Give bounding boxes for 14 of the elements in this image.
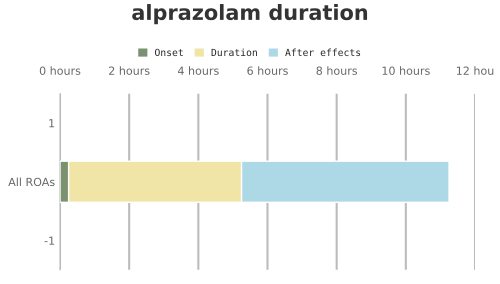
legend-label: Duration — [212, 48, 257, 56]
legend-label: Onset — [155, 48, 183, 56]
x-tick-label: 10 hours — [382, 66, 430, 75]
x-tick-label: 0 hours — [40, 66, 80, 75]
x-tick-label: 6 hours — [247, 66, 288, 75]
x-tick-label: 4 hours — [178, 66, 219, 75]
x-tick-label: 8 hours — [316, 66, 358, 75]
x-tick-label: 2 hours — [109, 66, 150, 75]
chart-title: alprazolam duration — [132, 4, 368, 24]
legend-label: After effects — [285, 48, 360, 56]
y-tick-label: 1 — [49, 119, 54, 128]
x-tick-label: 12 hou — [456, 66, 494, 75]
y-tick-label: All ROAs — [8, 178, 55, 186]
y-tick-label: -1 — [44, 236, 54, 245]
